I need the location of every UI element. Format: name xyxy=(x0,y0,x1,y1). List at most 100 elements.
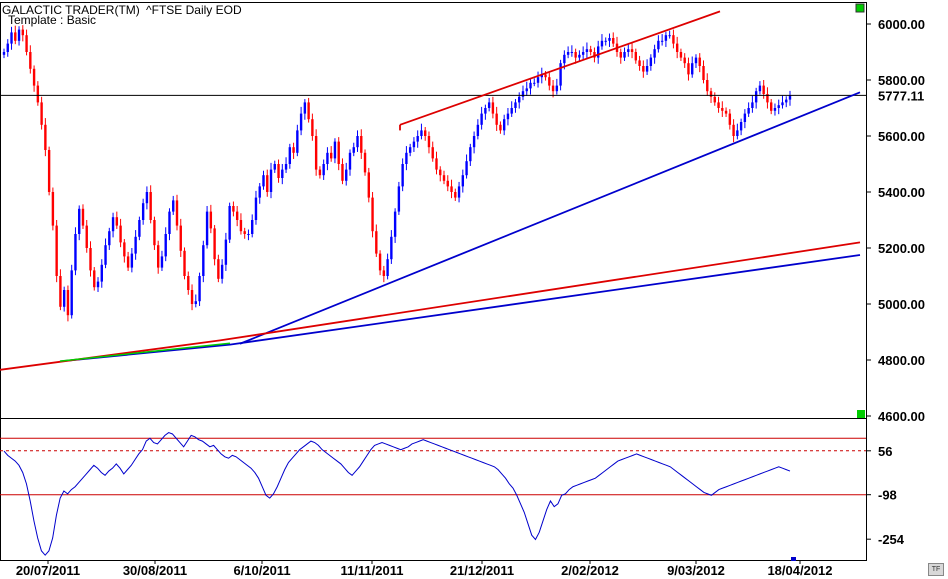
date-label: 9/03/2012 xyxy=(667,563,725,578)
candle-body xyxy=(777,105,780,108)
candle-body xyxy=(653,49,656,58)
candle-body xyxy=(190,290,194,304)
candle-body xyxy=(126,256,130,268)
candle-body xyxy=(600,40,604,47)
candle-body xyxy=(179,225,182,251)
candle-body xyxy=(525,88,528,92)
candle-body xyxy=(10,32,13,44)
candle-body xyxy=(702,66,705,80)
candle-body xyxy=(382,270,386,276)
candle-body xyxy=(115,217,119,226)
candle-body xyxy=(232,206,235,212)
candle-body xyxy=(81,208,85,226)
candle-body xyxy=(149,192,152,220)
price-tick-label: 5800.00 xyxy=(878,73,925,88)
candle-body xyxy=(732,124,735,136)
candle-body xyxy=(420,130,423,136)
candle-body xyxy=(593,52,596,58)
template-label: Template : Basic xyxy=(8,13,97,27)
candle-body xyxy=(360,136,363,153)
candle-body xyxy=(585,49,589,52)
candle-body xyxy=(724,110,728,114)
candle-body xyxy=(544,74,547,78)
candle-body xyxy=(709,91,713,97)
candle-body xyxy=(514,102,517,108)
osc-line xyxy=(3,431,791,556)
candle-body xyxy=(66,290,70,316)
candle-body xyxy=(472,136,476,148)
candle-body xyxy=(480,113,483,125)
candle-body xyxy=(202,245,205,276)
candle-body xyxy=(273,164,276,170)
candle-body xyxy=(138,220,141,237)
candle-body xyxy=(762,85,765,94)
current-price-label: 5777.11 xyxy=(878,88,924,103)
osc-tick-label: 56 xyxy=(878,444,892,459)
candle-body xyxy=(736,130,739,136)
candle-body xyxy=(424,130,427,136)
candle-body xyxy=(660,40,664,42)
candle-body xyxy=(747,108,750,114)
date-label: 2/02/2012 xyxy=(561,563,619,578)
candle-body xyxy=(85,225,88,248)
candle-body xyxy=(183,250,186,276)
price-tick-label: 5600.00 xyxy=(878,129,925,144)
candle-body xyxy=(156,245,160,268)
candle-body xyxy=(675,43,679,52)
candle-body xyxy=(205,211,209,246)
candle-body xyxy=(74,234,77,271)
candle-body xyxy=(491,102,495,114)
price-tick-label: 5200.00 xyxy=(878,241,925,256)
date-label: 30/08/2011 xyxy=(123,563,187,578)
candle-body xyxy=(235,211,239,220)
candle-body xyxy=(627,49,630,52)
candle-body xyxy=(341,164,344,181)
candle-body xyxy=(683,57,686,64)
candle-body xyxy=(314,136,318,170)
price-axis: 6000.00 5800.00 5600.00 5400.00 5200.00 5000.… xyxy=(866,17,925,547)
candle-body xyxy=(62,290,66,307)
candle-body xyxy=(47,150,51,192)
candle-body xyxy=(29,52,32,69)
candle-body xyxy=(435,158,438,170)
candle-body xyxy=(247,234,250,235)
date-label: 20/07/2011 xyxy=(16,563,80,578)
candle-body xyxy=(495,113,498,125)
candle-body xyxy=(691,63,694,75)
candle-body xyxy=(134,236,137,254)
candle-body xyxy=(217,259,220,279)
candle-body xyxy=(604,40,607,42)
candle-body xyxy=(337,141,340,164)
tf-button[interactable]: TF xyxy=(928,563,944,576)
candle-body xyxy=(243,231,246,234)
candle-body xyxy=(781,102,784,106)
candle-body xyxy=(386,259,389,276)
candle-body xyxy=(356,136,359,148)
candle-body xyxy=(721,108,724,111)
candle-body xyxy=(25,35,28,52)
candle-body xyxy=(17,29,21,41)
candle-body xyxy=(375,231,378,254)
candle-body xyxy=(108,231,111,246)
candle-body xyxy=(262,175,265,187)
candle-body xyxy=(130,253,134,268)
candle-body xyxy=(59,276,62,307)
candle-body xyxy=(258,186,261,198)
candle-body xyxy=(442,175,446,181)
candle-body xyxy=(412,141,416,148)
candle-body xyxy=(307,102,310,120)
candle-body xyxy=(540,74,543,78)
candle-body xyxy=(311,119,314,136)
candle-body xyxy=(303,102,307,114)
price-tick-label: 6000.00 xyxy=(878,17,925,32)
candle-body xyxy=(766,94,769,103)
candle-body xyxy=(93,270,96,288)
price-tick-label: 4800.00 xyxy=(878,353,925,368)
date-axis: 20/07/2011 30/08/2011 6/10/2011 11/11/2011 2… xyxy=(16,557,833,578)
candle-body xyxy=(773,108,777,111)
candle-body xyxy=(78,208,81,234)
candle-body xyxy=(713,96,716,103)
candle-body xyxy=(14,32,17,41)
candle-body xyxy=(529,82,532,89)
